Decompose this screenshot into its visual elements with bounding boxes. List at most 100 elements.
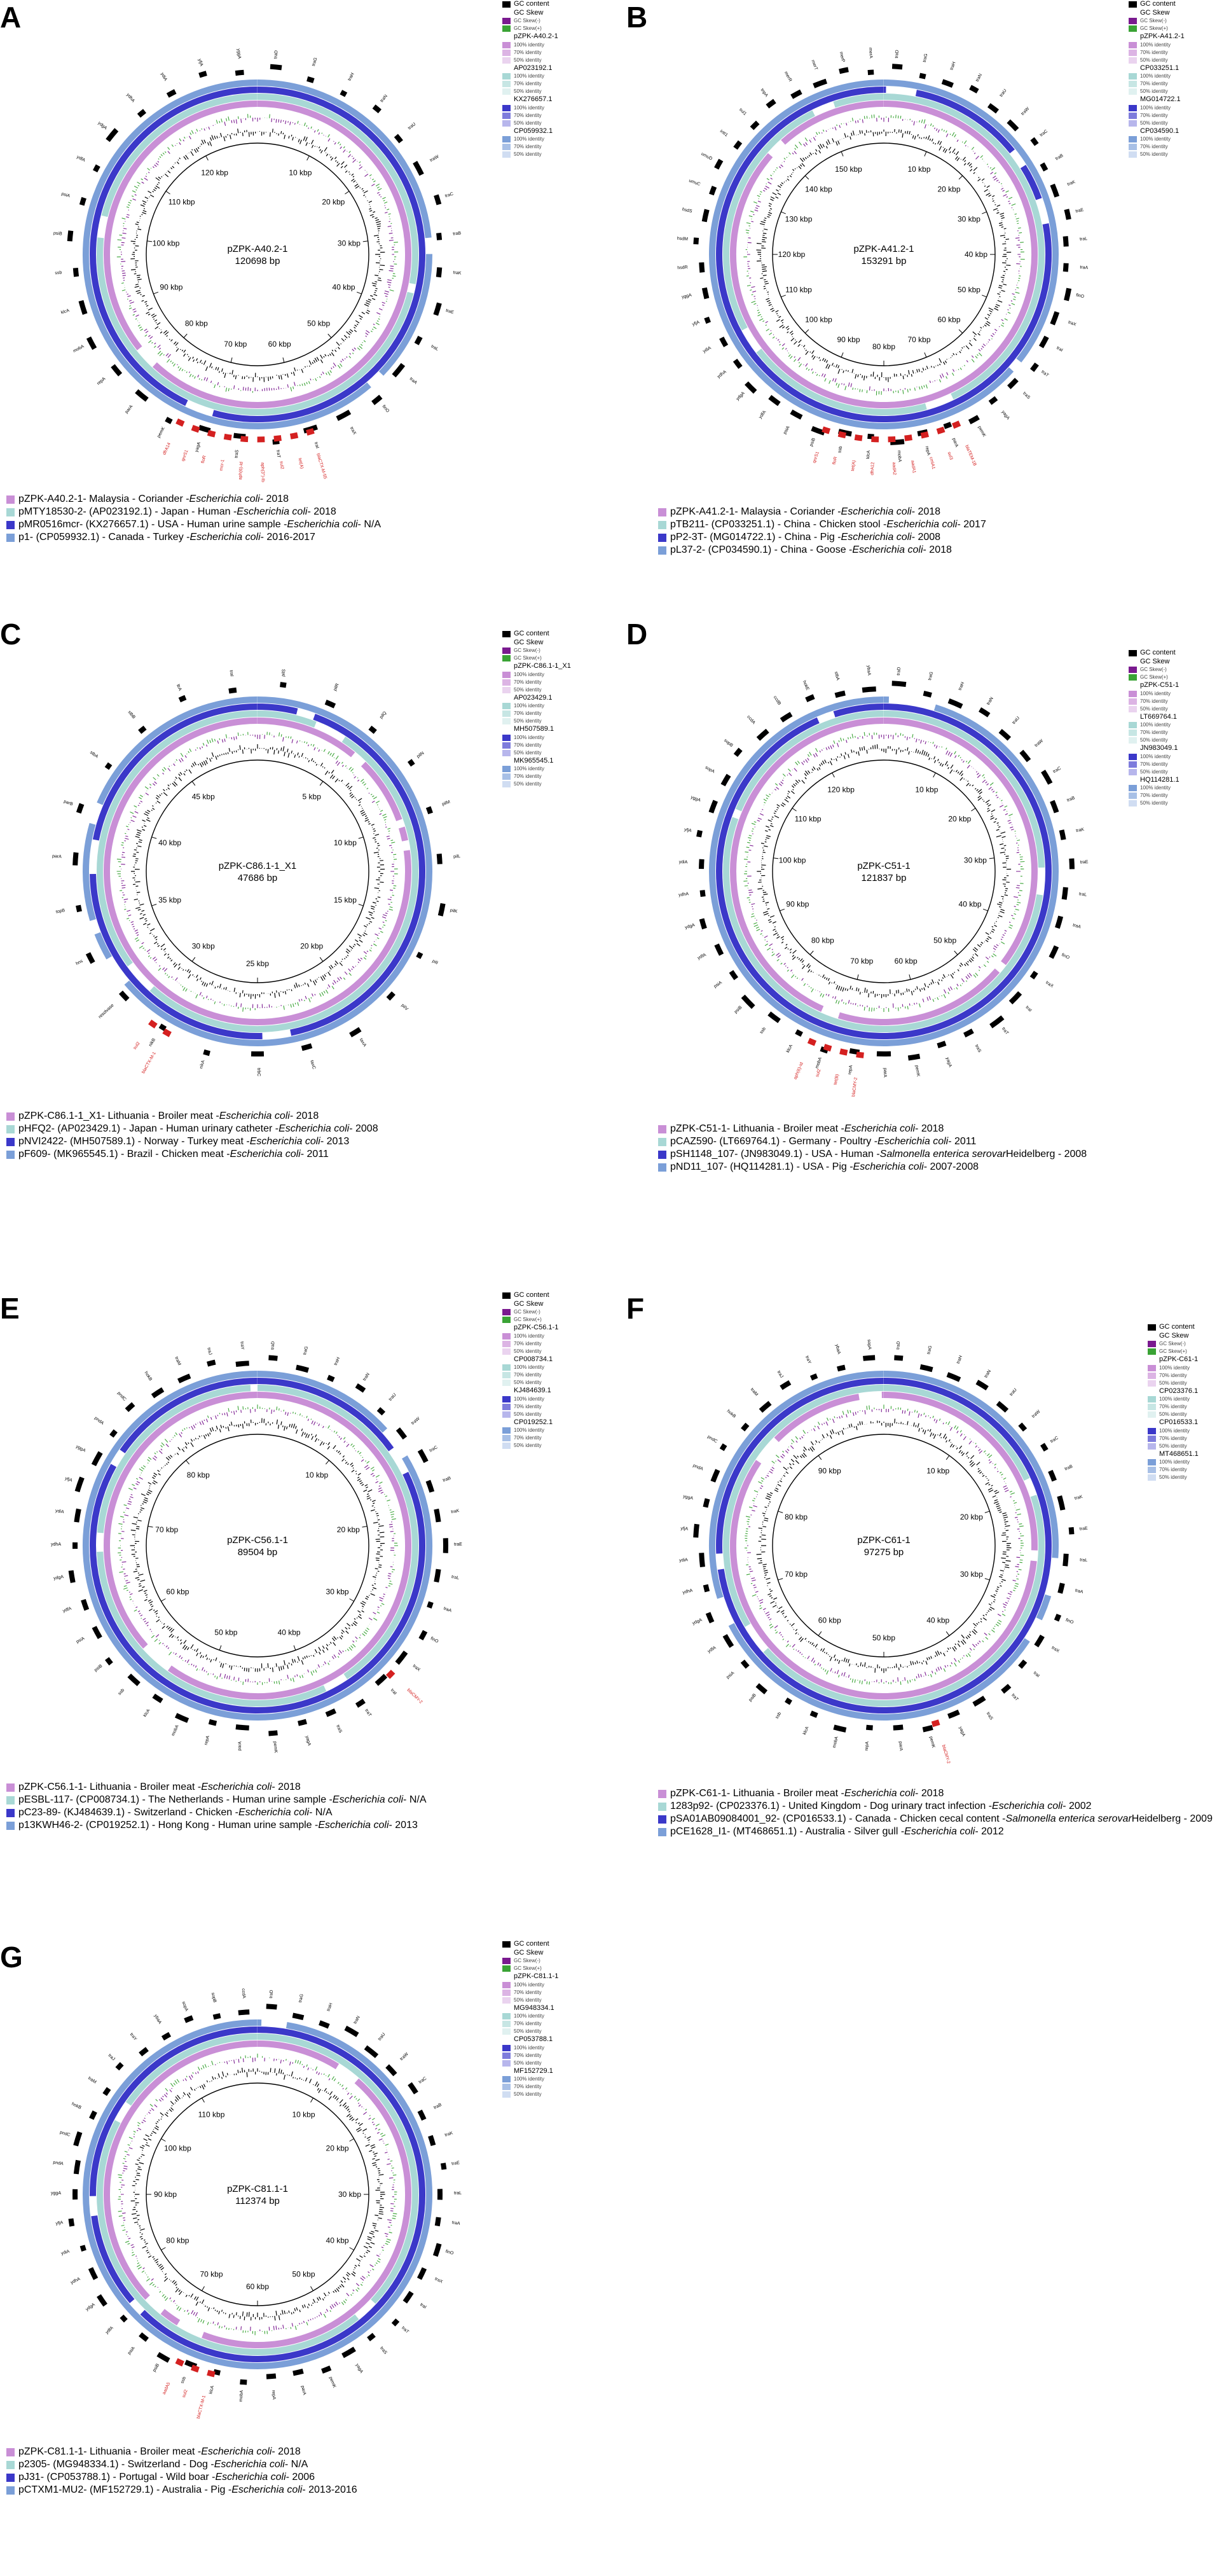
gene-block: [207, 1362, 216, 1364]
gene-label: finO: [1065, 1618, 1075, 1626]
gene-label: pemK: [272, 1742, 278, 1754]
kbp-tick: [359, 904, 364, 906]
strain-legend-row: pND11_107 - (HQ114281.1) - USA - Pig - E…: [658, 1161, 1087, 1174]
resistance-gene-label: aadA2: [891, 462, 897, 475]
gene-label: nikB: [148, 1037, 156, 1048]
legend-label: 100% identity: [514, 2044, 544, 2052]
kbp-tick: [983, 909, 987, 911]
gene-block: [179, 1376, 190, 1381]
legend-row: 100% identity: [1148, 1395, 1199, 1403]
legend-row: 70% identity: [502, 49, 558, 57]
gene-block: [1071, 859, 1072, 869]
legend-row: AP023192.1: [502, 64, 558, 73]
strain-swatch: [658, 1790, 666, 1798]
legend-row: 70% identity: [1129, 80, 1185, 88]
resistance-gene-block: [207, 2372, 214, 2374]
strain-details: - Malaysia - Coriander -: [734, 506, 841, 518]
legend-row: 100% identity: [1148, 1427, 1199, 1435]
gene-block: [76, 2132, 80, 2145]
gene-block: [947, 1375, 960, 1380]
legend-label: 70% identity: [514, 2020, 542, 2028]
kbp-tick: [971, 808, 975, 812]
kbp-tick: [818, 1455, 822, 1459]
gene-block: [760, 1403, 770, 1411]
plasmid-name: pZPK-C56.1-1: [227, 1535, 288, 1546]
gene-label: yfjA: [680, 1527, 689, 1532]
legend-row: 70% identity: [502, 80, 558, 88]
legend-label: 100% identity: [514, 702, 544, 710]
gene-block: [443, 2163, 444, 2170]
legend-label: GC content: [514, 630, 549, 639]
kbp-tick-label: 30 kbp: [964, 856, 987, 865]
gene-label: psiA: [127, 2346, 136, 2355]
legend-swatch: [502, 1317, 511, 1323]
legend-swatch: [502, 25, 511, 32]
gene-label: mobA: [72, 344, 85, 354]
kbp-tick: [909, 974, 911, 980]
legend-swatch: [1148, 1341, 1156, 1347]
gene-label: traD: [273, 50, 279, 59]
gene-block: [699, 831, 700, 837]
legend-label: 50% identity: [1140, 57, 1168, 64]
legend-row: 100% identity: [1129, 721, 1179, 729]
gene-label: pndC: [706, 1435, 718, 1444]
gene-label: traA: [1072, 923, 1082, 929]
legend-row: GC Skew: [502, 1949, 558, 1958]
legend-swatch: [502, 718, 511, 724]
gene-block: [942, 81, 952, 85]
legend-row: 50% identity: [502, 686, 571, 694]
kbp-tick-label: 90 kbp: [818, 1467, 841, 1476]
legend-label: 50% identity: [514, 151, 542, 158]
gene-label: traL: [451, 1575, 459, 1581]
gene-label: pndA: [692, 1464, 704, 1472]
legend-row: 100% identity: [502, 1427, 558, 1434]
strain-year: - 2017: [957, 518, 986, 531]
legend-swatch: [502, 50, 511, 56]
gene-block: [163, 2034, 170, 2038]
gene-label: traB: [1064, 1464, 1074, 1472]
kbp-tick-label: 100 kbp: [153, 239, 180, 248]
legend-row: pZPK-C61-1: [1148, 1355, 1199, 1364]
legend-swatch: [502, 1341, 511, 1347]
gene-label: pndC: [116, 1391, 127, 1402]
gene-block: [436, 303, 439, 315]
gene-block: [989, 105, 997, 111]
gene-block: [82, 198, 84, 205]
gene-block: [405, 2292, 411, 2302]
legend-row: MT468651.1: [1148, 1450, 1199, 1459]
strain-swatch: [6, 1138, 15, 1146]
legend-row: pZPK-C51-1: [1129, 681, 1179, 690]
legend-label: GC Skew(-): [514, 1957, 540, 1965]
blast-ring-3: [719, 707, 1049, 1036]
gene-label: pemK: [977, 426, 986, 438]
gene-label: psiB: [93, 1664, 103, 1673]
gene-label: traI: [1033, 1671, 1040, 1679]
gene-label: traU: [1009, 1388, 1018, 1397]
legend-row: 70% identity: [1148, 1466, 1199, 1474]
legend-row: 50% identity: [502, 57, 558, 64]
legend-swatch: [502, 42, 511, 48]
strain-species: Salmonella enterica serovar: [1005, 1813, 1131, 1825]
kbp-tick-label: 50 kbp: [292, 2270, 315, 2279]
strain-legend-row: p2305 - (MG948334.1) - Switzerland - Dog…: [6, 2458, 357, 2471]
legend-row: GC Skew: [502, 1300, 558, 1309]
legend-label: 70% identity: [514, 1434, 542, 1442]
legend-label: MG014722.1: [1140, 95, 1181, 104]
legend-row: 70% identity: [502, 1371, 558, 1379]
strain-name: pCAZ590: [670, 1135, 713, 1148]
backbone-circle: [773, 760, 995, 983]
legend-row: GC Skew(+): [502, 1316, 558, 1324]
legend-row: 100% identity: [1129, 73, 1185, 80]
strain-swatch: [6, 1796, 15, 1804]
gene-block: [70, 231, 71, 242]
legend-label: 100% identity: [1140, 104, 1171, 112]
legend-row: GC Skew(+): [1148, 1348, 1199, 1355]
legend-row: GC Skew: [502, 9, 558, 18]
gene-block: [113, 366, 120, 375]
gene-label: traK: [1067, 180, 1076, 187]
legend-label: 100% identity: [1140, 721, 1171, 729]
gene-label: klcA: [786, 1044, 794, 1053]
legend-row: GC content: [1129, 649, 1179, 658]
